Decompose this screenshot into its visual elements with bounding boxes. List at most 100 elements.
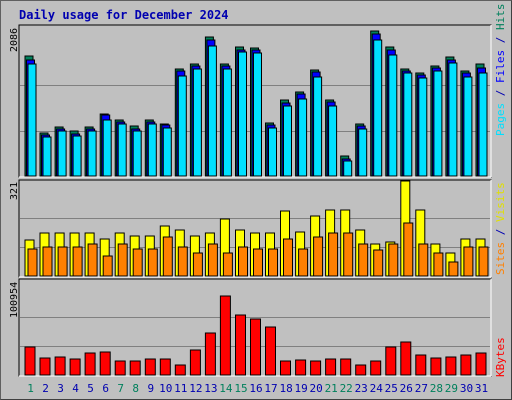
bar-kbytes-day-28 bbox=[430, 357, 442, 376]
top-max-label: 2086 bbox=[9, 28, 20, 52]
day-label-31: 31 bbox=[475, 382, 488, 395]
legend-part-4: Hits bbox=[494, 4, 507, 31]
bar-pages-day-22 bbox=[343, 160, 353, 177]
bar-kbytes-day-29 bbox=[445, 356, 457, 376]
bar-sites-day-17 bbox=[268, 248, 278, 277]
bar-pages-day-15 bbox=[238, 51, 247, 177]
bar-kbytes-day-7 bbox=[114, 360, 126, 376]
day-label-16: 16 bbox=[249, 382, 262, 395]
legend-part-2: Visits bbox=[494, 182, 507, 222]
bottom-max-label: 100954 bbox=[9, 282, 20, 318]
day-label-2: 2 bbox=[42, 382, 49, 395]
bar-pages-day-29 bbox=[448, 62, 458, 177]
day-label-27: 27 bbox=[415, 382, 428, 395]
bar-kbytes-day-14 bbox=[219, 295, 231, 376]
legend-part-2: Files bbox=[494, 50, 507, 83]
bar-sites-day-16 bbox=[253, 248, 263, 277]
bar-sites-day-20 bbox=[313, 236, 324, 277]
bar-kbytes-day-11 bbox=[174, 364, 186, 376]
bar-sites-day-3 bbox=[57, 246, 68, 277]
bar-kbytes-day-10 bbox=[159, 358, 171, 376]
middle-max-label: 321 bbox=[9, 182, 20, 200]
bar-kbytes-day-8 bbox=[129, 360, 141, 376]
legend-pages-files-hits: Pages / Files / Hits bbox=[494, 4, 507, 137]
bar-pages-day-19 bbox=[298, 98, 308, 177]
bar-pages-day-7 bbox=[117, 123, 127, 177]
bar-pages-day-1 bbox=[27, 63, 37, 177]
legend-part-1: / bbox=[494, 83, 507, 103]
day-labels: 1 2 3 4 5 6 7 8 9 10 11 12 13 14 15 16 17 18 19 20 21 22 23 24 2… bbox=[27, 382, 488, 395]
bar-kbytes-day-26 bbox=[400, 341, 412, 376]
bar-kbytes-day-12 bbox=[189, 349, 201, 376]
bar-pages-day-25 bbox=[388, 54, 398, 177]
bar-pages-day-14 bbox=[222, 68, 232, 177]
day-label-9: 9 bbox=[147, 382, 154, 395]
bar-pages-day-5 bbox=[87, 130, 97, 177]
bar-sites-day-11 bbox=[177, 246, 188, 277]
bar-sites-day-31 bbox=[478, 246, 489, 277]
bar-pages-day-17 bbox=[268, 127, 277, 177]
bar-sites-day-6 bbox=[102, 255, 113, 277]
bar-kbytes-day-6 bbox=[99, 351, 111, 376]
bar-kbytes-day-15 bbox=[235, 314, 246, 376]
bar-pages-day-27 bbox=[418, 77, 428, 177]
bar-sites-day-2 bbox=[42, 246, 53, 277]
bar-kbytes-day-23 bbox=[355, 364, 367, 376]
bar-pages-day-13 bbox=[207, 45, 217, 177]
bar-pages-day-3 bbox=[57, 130, 67, 177]
day-label-21: 21 bbox=[325, 382, 338, 395]
bar-kbytes-day-30 bbox=[460, 354, 472, 376]
bar-sites-day-15 bbox=[238, 246, 248, 277]
bar-kbytes-day-3 bbox=[54, 356, 66, 376]
day-label-30: 30 bbox=[460, 382, 473, 395]
bar-sites-day-23 bbox=[358, 243, 369, 277]
day-label-11: 11 bbox=[174, 382, 187, 395]
day-label-10: 10 bbox=[159, 382, 172, 395]
bar-pages-day-12 bbox=[192, 68, 202, 177]
bar-pages-day-9 bbox=[147, 123, 157, 177]
chart-title: Daily usage for December 2024 bbox=[19, 8, 229, 22]
bar-sites-day-14 bbox=[222, 252, 233, 277]
bar-kbytes-day-9 bbox=[144, 358, 156, 376]
bar-pages-day-2 bbox=[42, 136, 52, 177]
day-label-3: 3 bbox=[57, 382, 64, 395]
bar-sites-day-27 bbox=[418, 243, 429, 277]
bar-pages-day-31 bbox=[478, 72, 488, 177]
day-label-25: 25 bbox=[385, 382, 398, 395]
day-label-12: 12 bbox=[189, 382, 202, 395]
bar-kbytes-day-13 bbox=[204, 332, 216, 376]
day-label-20: 20 bbox=[309, 382, 322, 395]
bar-sites-day-19 bbox=[298, 248, 309, 277]
day-label-6: 6 bbox=[102, 382, 109, 395]
day-label-23: 23 bbox=[355, 382, 368, 395]
bar-kbytes-day-25 bbox=[385, 346, 397, 376]
bar-pages-day-28 bbox=[433, 70, 443, 177]
bar-kbytes-day-21 bbox=[325, 358, 337, 376]
legend-part-0: Pages bbox=[494, 103, 507, 136]
bar-sites-day-10 bbox=[162, 236, 173, 277]
day-label-28: 28 bbox=[430, 382, 443, 395]
bar-kbytes-day-5 bbox=[84, 352, 96, 376]
bar-kbytes-day-24 bbox=[370, 360, 382, 376]
bar-kbytes-day-31 bbox=[475, 352, 487, 376]
bar-sites-day-13 bbox=[207, 243, 218, 277]
bar-pages-day-4 bbox=[72, 135, 82, 177]
bar-kbytes-day-18 bbox=[280, 360, 291, 376]
bar-kbytes-day-17 bbox=[265, 326, 276, 376]
day-label-22: 22 bbox=[340, 382, 353, 395]
bar-pages-day-20 bbox=[313, 76, 323, 177]
bar-kbytes-day-20 bbox=[310, 360, 322, 376]
bar-sites-day-26 bbox=[403, 222, 414, 277]
bar-pages-day-24 bbox=[373, 39, 383, 177]
day-label-15: 15 bbox=[234, 382, 247, 395]
legend-part-0: KBytes bbox=[494, 337, 507, 377]
bar-kbytes-day-22 bbox=[340, 358, 352, 376]
bar-kbytes-day-27 bbox=[415, 354, 427, 376]
bar-sites-day-1 bbox=[27, 248, 38, 277]
day-label-1: 1 bbox=[27, 382, 34, 395]
bar-kbytes-day-16 bbox=[250, 318, 261, 376]
day-label-18: 18 bbox=[279, 382, 292, 395]
bar-kbytes-day-19 bbox=[295, 359, 307, 376]
bar-sites-day-29 bbox=[448, 261, 459, 277]
bar-pages-day-10 bbox=[162, 127, 172, 177]
